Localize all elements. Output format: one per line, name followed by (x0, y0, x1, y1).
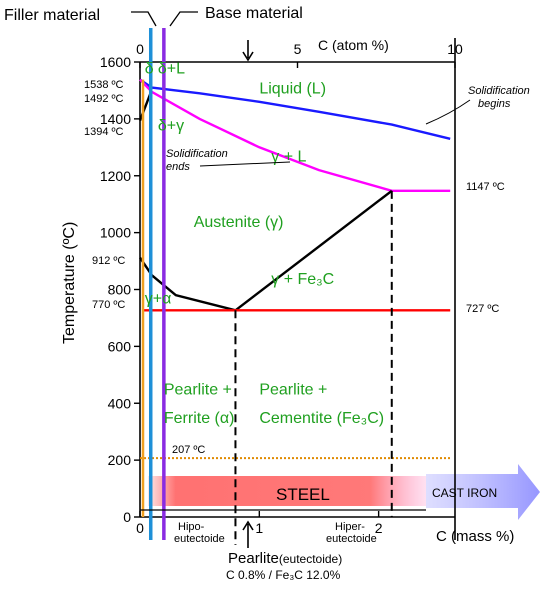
markers (140, 28, 426, 545)
series-line (234, 189, 393, 312)
cast-iron-label: CAST IRON (432, 486, 497, 500)
temperature-labels: 1538 ºC 1492 ºC 1394 ºC 912 ºC 770 ºC 1147 ºC… (84, 79, 505, 456)
phase-label: δ+γ (158, 117, 184, 134)
series-group (138, 78, 451, 460)
solid-begins-2: begins (478, 98, 511, 110)
solid-begins-1: Solidification (468, 85, 530, 97)
temperature-label: 770 ºC (92, 299, 125, 311)
annotations-group: δ δ+L δ+γ Liquid (L) γ + L Austenite (γ) γ + F… (145, 60, 384, 427)
base-material-label: Base material (205, 5, 303, 22)
filler-pointer (131, 11, 157, 27)
phase-label: γ + L (271, 149, 306, 166)
phase-label: δ+L (158, 60, 185, 77)
hipo-label: Hipo- (178, 521, 205, 533)
y-tick-label: 600 (108, 338, 132, 354)
y-tick-label: 200 (108, 452, 132, 468)
x-axis-label: C (mass %) (436, 528, 514, 545)
hiper-label-2: eutectoide (326, 533, 377, 545)
y-ticks: 0 200 400 600 800 1000 1200 1400 1600 (100, 54, 140, 525)
y-axis-title: Temperature (ºC) (61, 222, 78, 344)
solid-ends-1: Solidification (166, 148, 228, 160)
temperature-label: 727 ºC (466, 303, 499, 315)
y-tick-label: 1400 (100, 111, 131, 127)
x-tick-label: 0 (136, 520, 144, 536)
x-top-tick-label: 10 (447, 41, 463, 57)
phase-label: Ferrite (α) (164, 410, 235, 427)
phase-label: Cementite (Fe₃C) (259, 410, 384, 427)
phase-label: δ (145, 60, 154, 77)
y-tick-label: 1600 (100, 54, 131, 70)
y-tick-label: 1200 (100, 168, 131, 184)
y-tick-label: 1000 (100, 225, 131, 241)
y-tick-label: 800 (108, 282, 132, 298)
phase-label: γ + Fe₃C (271, 271, 334, 288)
down-arrow-icon (242, 40, 254, 62)
pearlite-label: Pearlite(eutectoide) (228, 550, 342, 567)
axes (139, 38, 456, 540)
temperature-label: 1492 ºC (84, 93, 124, 105)
top-axis-label: C (atom %) (318, 37, 389, 53)
base-pointer (169, 11, 198, 27)
steel-band (148, 476, 426, 506)
x-tick-label: 2 (375, 520, 383, 536)
temperature-label: 1147 ºC (466, 181, 505, 193)
solid-begins-pointer (425, 99, 471, 125)
up-arrow-icon (242, 520, 254, 548)
hipo-label-2: eutectoide (174, 533, 225, 545)
phase-label: Liquid (L) (259, 80, 326, 97)
temperature-label: 1394 ºC (84, 126, 124, 138)
phase-label: Pearlite + (259, 382, 327, 399)
x-tick-label: 1 (255, 520, 263, 536)
y-tick-label: 0 (123, 509, 131, 525)
temperature-label: 1538 ºC (84, 79, 124, 91)
phase-label: Pearlite + (164, 382, 232, 399)
phase-label: γ+α (145, 291, 172, 308)
x-ticks: 0 1 2 (136, 511, 383, 536)
temperature-label: 912 ºC (92, 255, 125, 267)
x-top-tick-label: 0 (136, 41, 144, 57)
steel-label: STEEL (276, 485, 330, 504)
solid-ends-pointer (199, 161, 291, 167)
hiper-label: Hiper- (335, 521, 365, 533)
composition-label: C 0.8% / Fe₃C 12.0% (226, 568, 341, 582)
x-ticks-top: 0 5 10 (136, 41, 463, 68)
x-top-tick-label: 5 (294, 41, 302, 57)
solid-ends-2: ends (166, 161, 190, 173)
y-tick-label: 400 (108, 395, 132, 411)
temperature-label: 207 ºC (172, 444, 205, 456)
phase-label: Austenite (γ) (194, 214, 284, 231)
filler-material-label: Filler material (4, 7, 100, 24)
